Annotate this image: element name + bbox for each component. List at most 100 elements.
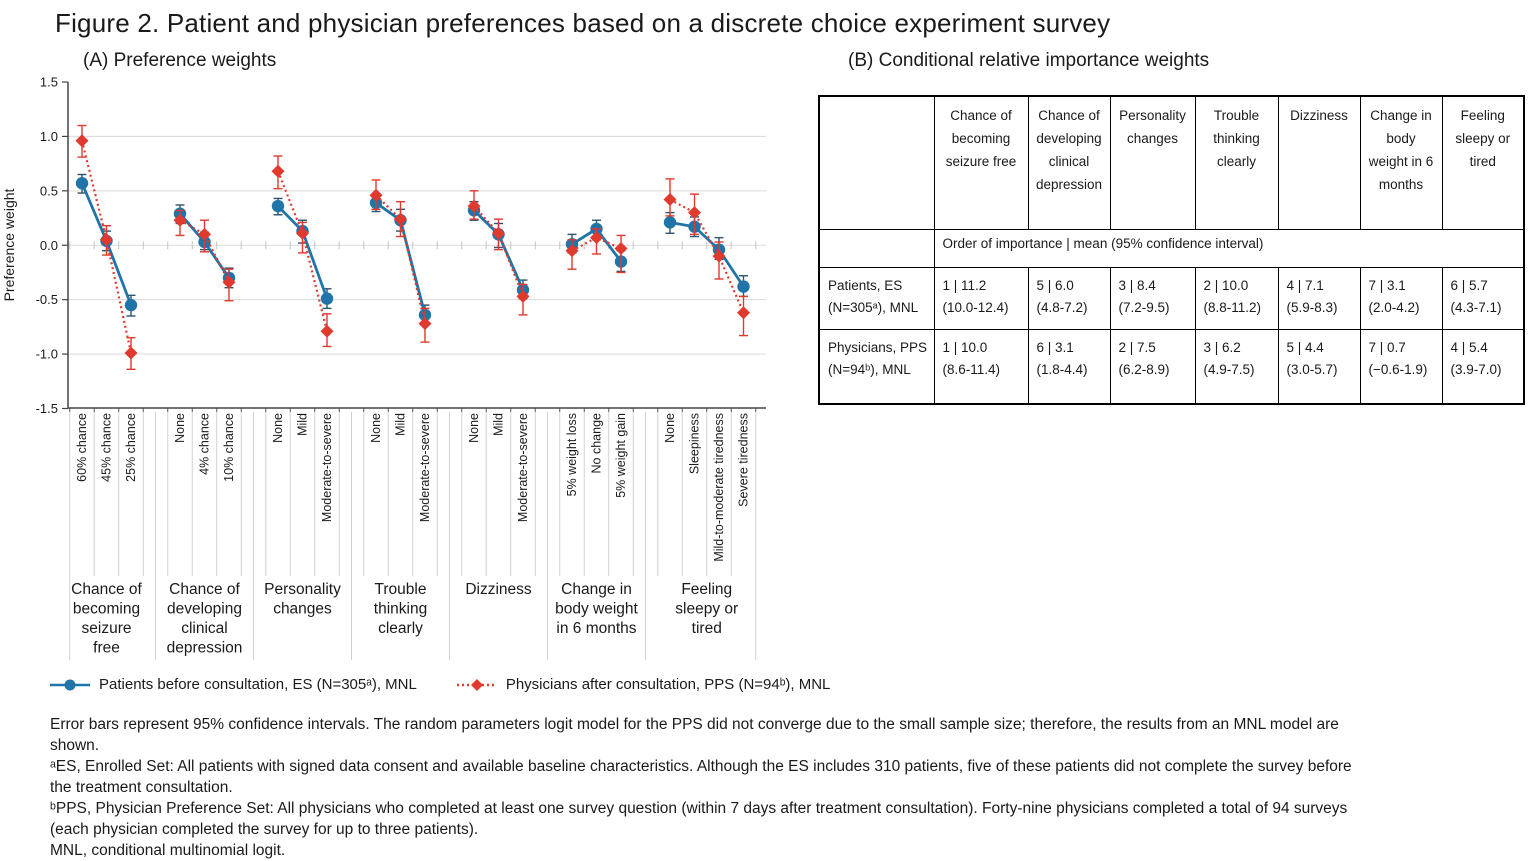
group-label: Chance of [71,581,142,598]
level-label: 5% weight loss [565,413,579,496]
preference-weights-chart: 1.5 1.0 0.5 0.0 -0.5 -1.0 -1.5 Preference weigh… [1,75,766,660]
series-line-physicians [669,198,745,314]
data-point-physicians [590,231,603,245]
y-tick-label: 0.0 [40,238,58,253]
footnote-1: Error bars represent 95% confidence inte… [50,716,1339,754]
legend-item-physicians: Physicians after consultation, PPS (N=94… [456,676,831,693]
circle-marker-icon [50,679,90,690]
importance-cell-line: 2 | 10.0 [1203,277,1249,293]
level-label: Mild [296,413,310,436]
data-point-patients [663,216,677,229]
y-tick-label: -0.5 [36,292,58,307]
importance-cell-line: 1 | 11.2 [942,277,987,293]
level-label: None [173,413,187,443]
importance-cell-line: 3 | 8.4 [1118,277,1156,293]
level-label: Mild-to-moderate tiredness [712,413,726,562]
importance-cell: 6 | 3.1 (1.8-4.4) [1027,328,1111,405]
data-point-physicians [271,164,285,178]
table-row: Physicians, PPS (N=94ᵇ), MNL 1 | 10.0 (8.6… [818,328,1525,405]
y-axis-title: Preference weight [1,188,17,301]
importance-cell-line: 6 | 5.7 [1450,277,1488,293]
y-tick-label: -1.5 [36,401,58,416]
importance-cell-line: (2.0-4.2) [1368,299,1420,315]
data-point-physicians [712,249,726,263]
importance-cell: 3 | 6.2 (4.9-7.5) [1194,328,1279,405]
legend-label: Physicians after consultation, PPS (N=94… [505,676,831,693]
importance-cell-line: 3 | 6.2 [1203,339,1241,355]
importance-cell-line: 6 | 3.1 [1036,339,1074,355]
level-label: No change [590,413,604,474]
level-label: Sleepiness [688,413,702,474]
table-column-header: Dizziness [1277,95,1361,230]
importance-cell-line: (5.9-8.3) [1286,299,1338,315]
group-label: developing [167,601,242,618]
importance-cell: 1 | 11.2 (10.0-12.4) [933,266,1029,330]
diamond-marker-icon [456,678,497,691]
importance-cell-line: (−0.6-1.9) [1368,361,1428,377]
table-column-header: Personality changes [1109,95,1196,230]
level-label: Moderate-to-severe [516,413,530,522]
data-point-patients [124,298,138,312]
y-tick-label: -1.0 [36,347,58,362]
data-point-patients [737,280,750,293]
group-label: Feeling [681,581,732,598]
data-point-physicians [296,226,309,240]
table-row-label: Patients, ES (N=305ᵃ), MNL [818,266,935,330]
data-point-physicians [173,213,187,227]
importance-cell-line: 1 | 10.0 [942,339,988,355]
data-point-physicians [75,134,89,148]
series-line-patients [669,221,745,288]
footnote-3: ᵇPPS, Physician Preference Set: All phys… [50,800,1348,838]
conditional-importance-table: Chance of becoming seizure free Chance of… [818,95,1525,405]
group-label: tired [692,620,722,637]
table-row-label: Physicians, PPS (N=94ᵇ), MNL [818,328,935,405]
group-label: in 6 months [556,620,636,637]
legend-label: Patients before consultation, ES (N=305ᵃ… [99,676,417,693]
figure-footnotes: Error bars represent 95% confidence inte… [50,714,1370,861]
level-label: 25% chance [124,413,138,482]
table-column-header: Trouble thinking clearly [1194,95,1279,230]
importance-cell-line: (6.2-8.9) [1118,361,1170,377]
importance-cell: 3 | 8.4 (7.2-9.5) [1109,266,1196,330]
importance-cell: 2 | 10.0 (8.8-11.2) [1194,266,1279,330]
importance-cell-line: (3.0-5.7) [1286,361,1338,377]
panel-a-title: (A) Preference weights [83,50,277,71]
level-label: 5% weight gain [614,413,628,498]
footnote-2: ᵃES, Enrolled Set: All patients with sig… [50,758,1352,796]
table-column-header: Chance of developing clinical depression [1027,95,1111,230]
importance-cell-line: 4 | 7.1 [1286,277,1324,293]
group-label: Trouble [375,581,427,598]
series-line-physicians [571,236,622,252]
importance-cell: 1 | 10.0 (8.6-11.4) [933,328,1029,405]
data-point-physicians [516,289,530,303]
importance-cell-line: (4.3-7.1) [1450,299,1502,315]
data-point-physicians [737,306,750,320]
group-label: becoming [73,601,140,618]
group-label: clearly [378,620,423,637]
panel-b-title: (B) Conditional relative importance weig… [848,50,1210,71]
data-point-physicians [124,346,138,360]
group-label: free [93,640,120,657]
level-label: 45% chance [100,413,114,482]
importance-cell-line: 5 | 4.4 [1286,339,1324,355]
level-label: None [271,413,285,443]
group-label: changes [273,601,332,618]
group-label: Personality [264,581,341,598]
importance-cell-line: 7 | 0.7 [1368,339,1406,355]
y-tick-label: 1.0 [40,129,58,144]
table-span-header: Order of importance | mean (95% confiden… [933,228,1525,268]
importance-cell-line: (10.0-12.4) [942,299,1009,315]
table-column-header: Chance of becoming seizure free [933,95,1029,230]
data-point-physicians [222,275,236,289]
group-label: body weight [555,601,638,618]
y-tick-label: 1.5 [40,75,58,90]
data-point-patients [75,177,89,190]
series-line-physicians [375,194,427,324]
level-label: Moderate-to-severe [418,413,432,522]
group-label: seizure [82,620,132,637]
figure-title: Figure 2. Patient and physician preferen… [55,8,1111,38]
importance-cell-line: 4 | 5.4 [1450,339,1488,355]
data-point-physicians [663,193,677,207]
importance-cell-line: 2 | 7.5 [1118,339,1156,355]
data-point-physicians [320,324,334,338]
